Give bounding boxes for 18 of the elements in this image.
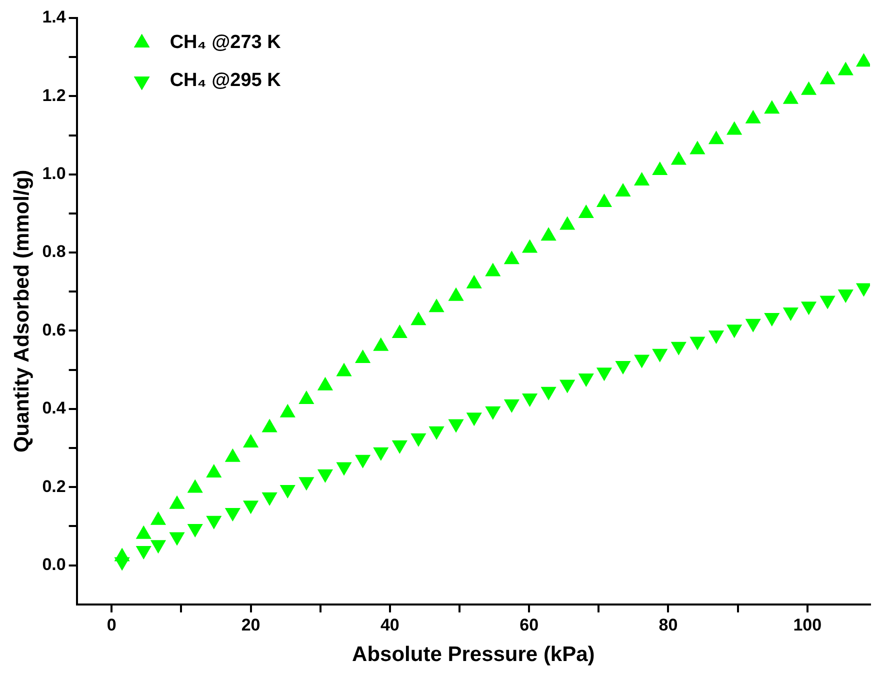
x-tick-label: 20 (241, 615, 260, 634)
legend-label: CH₄ @295 K (170, 70, 282, 92)
x-axis-title: Absolute Pressure (kPa) (352, 643, 595, 666)
y-tick-label: 1.4 (42, 8, 66, 27)
y-axis-title: Quantity Adsorbed (mmol/g) (10, 170, 34, 453)
y-tick-label: 1.2 (42, 86, 66, 105)
y-tick-label: 0.0 (42, 554, 66, 574)
legend-label: CH₄ @273 K (170, 32, 282, 54)
x-tick-label: 0 (106, 615, 116, 634)
x-tick-label: 40 (380, 615, 400, 634)
y-tick-label: 0.8 (42, 242, 66, 262)
x-tick-label: 100 (793, 615, 822, 634)
x-tick-label: 80 (658, 615, 678, 634)
y-tick-label: 0.4 (42, 398, 66, 418)
y-tick-label: 0.6 (42, 320, 66, 340)
x-tick-label: 60 (520, 615, 539, 634)
y-tick-label: 0.2 (42, 476, 66, 496)
y-tick-label: 1.0 (42, 164, 66, 184)
